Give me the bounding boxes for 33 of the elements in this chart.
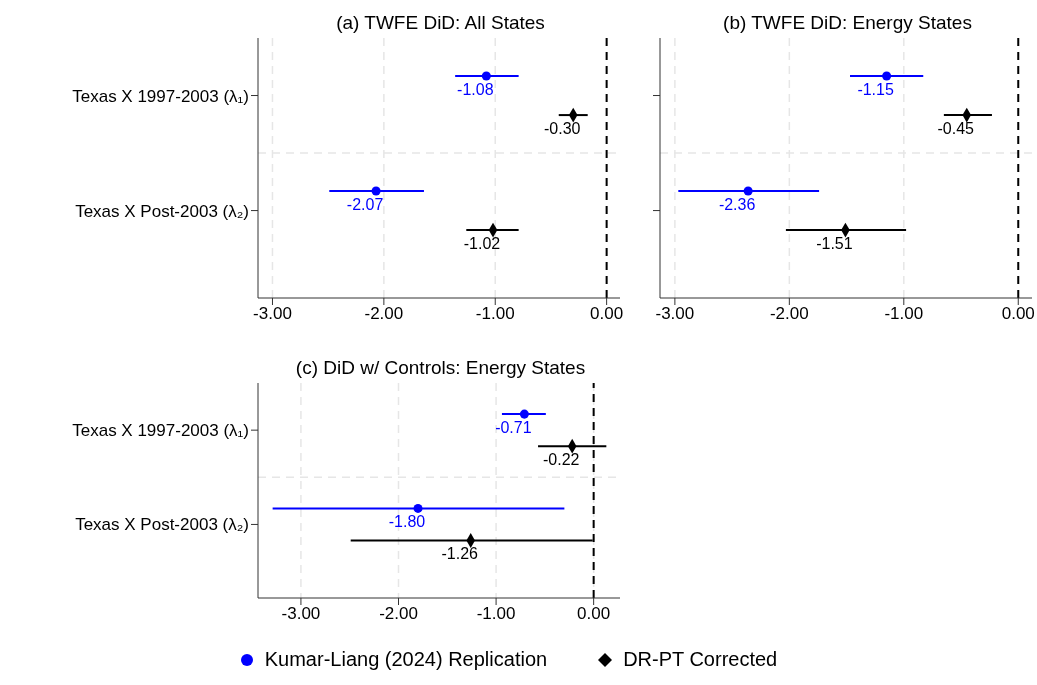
- data-label: -0.71: [495, 419, 532, 437]
- data-label: -2.36: [718, 196, 756, 214]
- data-label: -2.07: [346, 196, 384, 214]
- x-tick-label: 0.00: [577, 604, 611, 624]
- data-label: -1.08: [457, 80, 494, 98]
- y-tick-label: Texas X Post-2003 (λ₂): [75, 515, 249, 535]
- data-label: -1.15: [857, 80, 894, 98]
- x-tick-label: -1.00: [475, 304, 515, 324]
- data-label: -0.45: [937, 120, 975, 138]
- data-label: -0.30: [543, 120, 581, 138]
- x-tick-label: -2.00: [364, 304, 404, 324]
- x-tick-label: -3.00: [281, 604, 321, 624]
- x-tick-label: 0.00: [1001, 304, 1035, 324]
- data-label: -1.26: [441, 545, 479, 563]
- data-label: -0.22: [542, 451, 580, 469]
- x-tick-label: 0.00: [590, 304, 624, 324]
- x-tick-label: -3.00: [253, 304, 292, 324]
- data-label: -1.51: [816, 235, 853, 253]
- x-tick-label: -1.00: [884, 304, 924, 324]
- chart-title: (a) TWFE DiD: All States: [335, 12, 546, 34]
- x-tick-label: -1.00: [476, 604, 516, 624]
- y-tick-label: Texas X Post-2003 (λ₂): [75, 201, 249, 221]
- legend-label: DR-PT Corrected: [623, 648, 778, 671]
- y-tick-label: Texas X 1997-2003 (λ₁): [72, 86, 249, 106]
- data-label: -1.80: [388, 513, 426, 531]
- x-tick-label: -2.00: [379, 604, 418, 624]
- data-label: -1.02: [463, 235, 501, 253]
- chart-title: (b) TWFE DiD: Energy States: [722, 12, 973, 34]
- y-tick-label: Texas X 1997-2003 (λ₁): [72, 421, 249, 441]
- chart-title: (c) DiD w/ Controls: Energy States: [294, 357, 587, 379]
- legend-label: Kumar-Liang (2024) Replication: [264, 648, 548, 671]
- x-tick-label: -3.00: [655, 304, 695, 324]
- x-tick-label: -2.00: [769, 304, 809, 324]
